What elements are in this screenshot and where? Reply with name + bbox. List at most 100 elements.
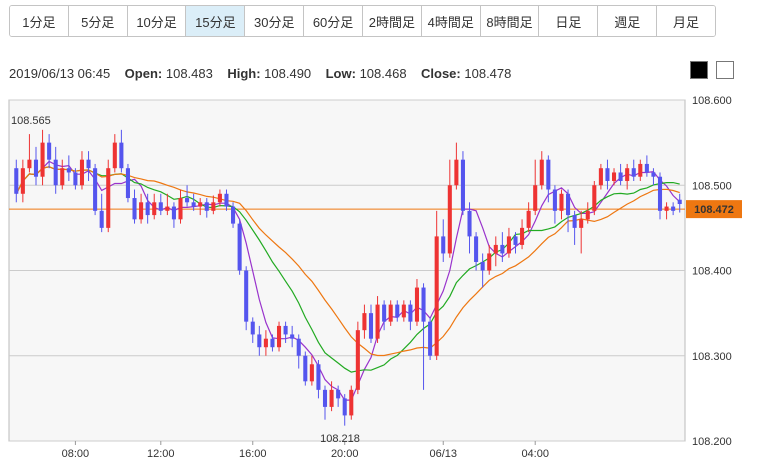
- close-label: Close:: [421, 66, 461, 81]
- candle-down: [316, 364, 321, 390]
- candle-up: [559, 193, 564, 211]
- tab-10min[interactable]: 10分足: [127, 6, 187, 36]
- candle-down: [99, 210, 104, 228]
- candle-up: [638, 163, 643, 177]
- candle-down: [644, 163, 649, 173]
- candle-down: [336, 389, 341, 399]
- tab-monthly[interactable]: 月足: [657, 6, 715, 36]
- candle-down: [552, 189, 557, 211]
- candle-down: [47, 142, 52, 160]
- candle-down: [546, 159, 551, 190]
- dark-theme-toggle[interactable]: [690, 61, 708, 79]
- candle-up: [329, 389, 334, 407]
- candle-down: [158, 202, 163, 211]
- candle-down: [566, 193, 571, 216]
- candle-down: [66, 168, 71, 173]
- candle-up: [112, 142, 117, 169]
- tab-4hour[interactable]: 4時間足: [421, 6, 481, 36]
- candle-up: [625, 168, 630, 181]
- tab-2hour[interactable]: 2時間足: [362, 6, 422, 36]
- candle-down: [513, 236, 518, 245]
- candle-up: [198, 202, 203, 207]
- candle-down: [441, 236, 446, 254]
- candle-down: [572, 215, 577, 228]
- tab-15min[interactable]: 15分足: [186, 6, 246, 36]
- candle-down: [191, 202, 196, 207]
- candle-down: [224, 193, 229, 207]
- candle-up: [520, 227, 525, 245]
- candle-down: [257, 334, 262, 348]
- candle-up: [493, 244, 498, 254]
- candle-up: [349, 389, 354, 416]
- candle-up: [579, 219, 584, 228]
- candle-down: [631, 168, 636, 177]
- low-value: 108.468: [359, 66, 407, 81]
- max-price-label: 108.565: [11, 115, 51, 127]
- light-theme-toggle[interactable]: [716, 61, 734, 79]
- candle-down: [185, 198, 190, 203]
- candle-down: [480, 261, 485, 271]
- candle-up: [276, 325, 282, 348]
- y-tick-label: 108.200: [692, 436, 732, 448]
- candle-up: [434, 236, 439, 356]
- tab-30min[interactable]: 30分足: [245, 6, 305, 36]
- candle-down: [368, 313, 374, 339]
- tab-daily[interactable]: 日足: [539, 6, 599, 36]
- candle-down: [303, 355, 308, 382]
- close-value: 108.478: [464, 66, 512, 81]
- candle-down: [231, 206, 236, 224]
- candle-up: [401, 304, 406, 318]
- tab-weekly[interactable]: 週足: [598, 6, 658, 36]
- candle-up: [533, 185, 538, 211]
- high-label: High:: [227, 66, 261, 81]
- candle-down: [657, 176, 663, 211]
- x-tick-label: 06/13: [429, 448, 457, 460]
- candle-down: [296, 338, 301, 356]
- candle-up: [362, 313, 367, 331]
- candle-down: [671, 206, 676, 211]
- candle-up: [592, 185, 597, 211]
- tab-5min[interactable]: 5分足: [68, 6, 128, 36]
- open-label: Open:: [124, 66, 163, 81]
- timeframe-tabs: 1分足 5分足 10分足 15分足 30分足 60分足 2時間足 4時間足 8時…: [9, 5, 716, 37]
- candle-up: [414, 287, 420, 322]
- y-tick-label: 108.400: [692, 266, 732, 278]
- x-tick-label: 20:00: [331, 448, 359, 460]
- candle-down: [283, 325, 288, 335]
- candle-up: [664, 206, 669, 211]
- candle-up: [487, 253, 492, 271]
- candle-up: [165, 206, 170, 211]
- ohlc-readout: 2019/06/13 06:45 Open: 108.483 High: 108…: [9, 66, 511, 81]
- tab-8hour[interactable]: 8時間足: [480, 6, 540, 36]
- candle-datetime: 2019/06/13 06:45: [9, 66, 111, 81]
- candle-up: [152, 202, 157, 216]
- candle-down: [460, 159, 465, 211]
- candle-down: [428, 321, 433, 356]
- candle-down: [204, 202, 209, 211]
- candle-down: [270, 338, 275, 348]
- candle-down: [322, 389, 328, 407]
- candle-up: [79, 159, 85, 186]
- candle-up: [139, 202, 144, 220]
- candle-down: [467, 210, 472, 237]
- low-label: Low:: [325, 66, 356, 81]
- current-price-tag: [686, 200, 742, 219]
- min-price-label: 108.218: [320, 433, 360, 445]
- candle-up: [27, 159, 32, 169]
- x-tick-label: 08:00: [62, 448, 90, 460]
- tab-1min[interactable]: 1分足: [10, 6, 69, 36]
- candle-down: [474, 236, 479, 262]
- candle-down: [500, 244, 505, 254]
- candle-down: [53, 159, 58, 186]
- candle-up: [263, 338, 268, 348]
- candle-up: [60, 168, 65, 186]
- candle-up: [526, 210, 531, 228]
- candle-down: [86, 159, 91, 169]
- candle-down: [290, 334, 295, 339]
- candle-down: [145, 202, 150, 216]
- candle-down: [651, 172, 656, 177]
- candle-down: [132, 198, 137, 220]
- candle-up: [539, 159, 544, 186]
- tab-60min[interactable]: 60分足: [304, 6, 363, 36]
- y-tick-label: 108.300: [692, 351, 732, 363]
